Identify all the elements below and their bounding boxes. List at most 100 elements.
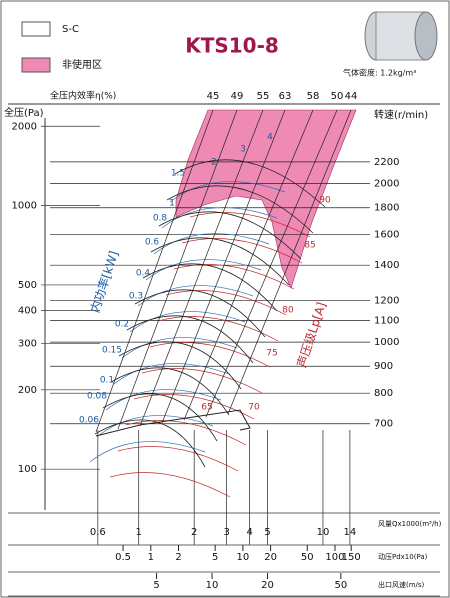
noise-curve	[141, 368, 263, 394]
fan-curve	[142, 263, 278, 312]
power-label: 1.5	[171, 169, 185, 179]
fan-curve	[150, 237, 290, 286]
noise-label: 70	[248, 403, 260, 413]
power-label: 0.8	[153, 214, 168, 224]
chart-title: KTS10-8	[185, 34, 279, 58]
efficiency-label: 55	[257, 91, 270, 102]
fan-curve	[166, 185, 314, 234]
power-label: 0.08	[87, 392, 107, 402]
scale-tick-label: 5	[212, 552, 218, 563]
y2-tick-label: 1200	[374, 295, 399, 306]
scale-tick-label: 1	[148, 552, 154, 563]
y2-tick-label: 1800	[374, 203, 399, 214]
power-label: 0.4	[136, 269, 151, 279]
y-tick-label: 1000	[12, 201, 37, 212]
y-tick-label: 400	[18, 305, 37, 316]
efficiency-ray	[117, 109, 238, 430]
noise-curve	[109, 472, 231, 498]
noise-label: 85	[304, 241, 315, 251]
power-label: 0.06	[79, 416, 99, 426]
x-axis-title: 风量Qx1000(m³/h)	[378, 520, 442, 528]
density-note: 气体密度: 1.2kg/m³	[343, 68, 416, 78]
x-tick-label: 2	[191, 527, 197, 538]
y-axis-title: 全压(Pa)	[4, 106, 44, 119]
efficiency-label: 50	[331, 91, 344, 102]
power-curve	[153, 233, 270, 255]
power-label: 0.15	[102, 346, 122, 356]
fan-curve	[134, 289, 266, 338]
scale-tick-label: 20	[264, 552, 277, 563]
noise-curve	[189, 212, 311, 238]
scale-tick-label: 10	[237, 552, 250, 563]
efficiency-ray	[161, 109, 286, 424]
x-tick-label: 10	[317, 527, 330, 538]
power-label: 0.2	[115, 320, 129, 330]
scale-tick-label: 150	[342, 552, 361, 563]
x-tick-label: 14	[344, 527, 357, 538]
power-curve	[97, 415, 214, 437]
scale-title: 动压Pdx10(Pa)	[378, 552, 428, 561]
fan-curve	[126, 315, 254, 364]
power-label: 2	[211, 158, 217, 168]
efficiency-label: 63	[279, 91, 292, 102]
x-tick-label: 4	[246, 527, 252, 538]
scale-tick-label: 0.5	[115, 552, 131, 563]
noise-label: 65	[201, 403, 212, 413]
scale-tick-label: 10	[206, 580, 219, 591]
y2-tick-label: 2200	[374, 157, 399, 168]
curves	[89, 109, 352, 498]
power-label: 0.1	[100, 376, 114, 386]
y2-tick-label: 1400	[374, 260, 399, 271]
fan-curve	[102, 393, 218, 442]
scale-tick-label: 50	[301, 552, 314, 563]
noise-label: 80	[282, 306, 294, 316]
noise-curve	[165, 290, 287, 316]
x-tick-label: 5	[264, 527, 270, 538]
y-tick-label: 500	[18, 280, 37, 291]
power-label: 3	[240, 145, 246, 155]
efficiency-title: 全压内效率η(%)	[50, 90, 116, 102]
scale-title: 出口风速(m/s)	[378, 580, 425, 589]
x-tick-label: 3	[223, 527, 229, 538]
efficiency-ray	[95, 109, 214, 433]
scale-tick-label: 5	[153, 580, 159, 591]
x-tick-label: 0.6	[90, 527, 106, 538]
noise-curve	[157, 316, 279, 342]
power-curve	[129, 311, 246, 333]
efficiency-ray	[139, 109, 264, 427]
legend-swatch	[21, 57, 51, 73]
power-curve	[113, 363, 230, 385]
power-curve	[105, 389, 222, 411]
efficiency-label: 49	[231, 91, 244, 102]
y2-axis-title: 转速(r/min)	[374, 108, 428, 121]
y-tick-label: 100	[18, 464, 37, 475]
efficiency-label: 58	[307, 91, 320, 102]
non-use-region	[175, 109, 357, 289]
y-tick-label: 200	[18, 385, 37, 396]
y2-tick-label: 1600	[374, 230, 399, 241]
power-curve	[89, 441, 206, 463]
noise-label: 75	[266, 349, 277, 359]
y2-tick-label: 900	[374, 361, 393, 372]
power-curve	[121, 337, 238, 359]
power-curve	[169, 181, 286, 203]
power-label: 4	[267, 133, 273, 143]
fan-icon	[414, 11, 438, 61]
envelope	[95, 409, 251, 437]
noise-curve	[181, 238, 303, 264]
scale-tick-label: 100	[325, 552, 344, 563]
power-label: 1	[169, 199, 175, 209]
fan-curve	[110, 367, 230, 416]
y2-tick-label: 1000	[374, 337, 399, 348]
fan-curve	[174, 159, 326, 208]
efficiency-label: 44	[345, 91, 358, 102]
scale-tick-label: 2	[175, 552, 181, 563]
efficiency-ray	[227, 109, 352, 415]
noise-label: 90	[319, 196, 331, 206]
efficiency-ray	[183, 109, 314, 421]
legend-swatch	[21, 21, 51, 37]
y-tick-label: 300	[18, 338, 37, 349]
noise-curve	[117, 446, 239, 472]
